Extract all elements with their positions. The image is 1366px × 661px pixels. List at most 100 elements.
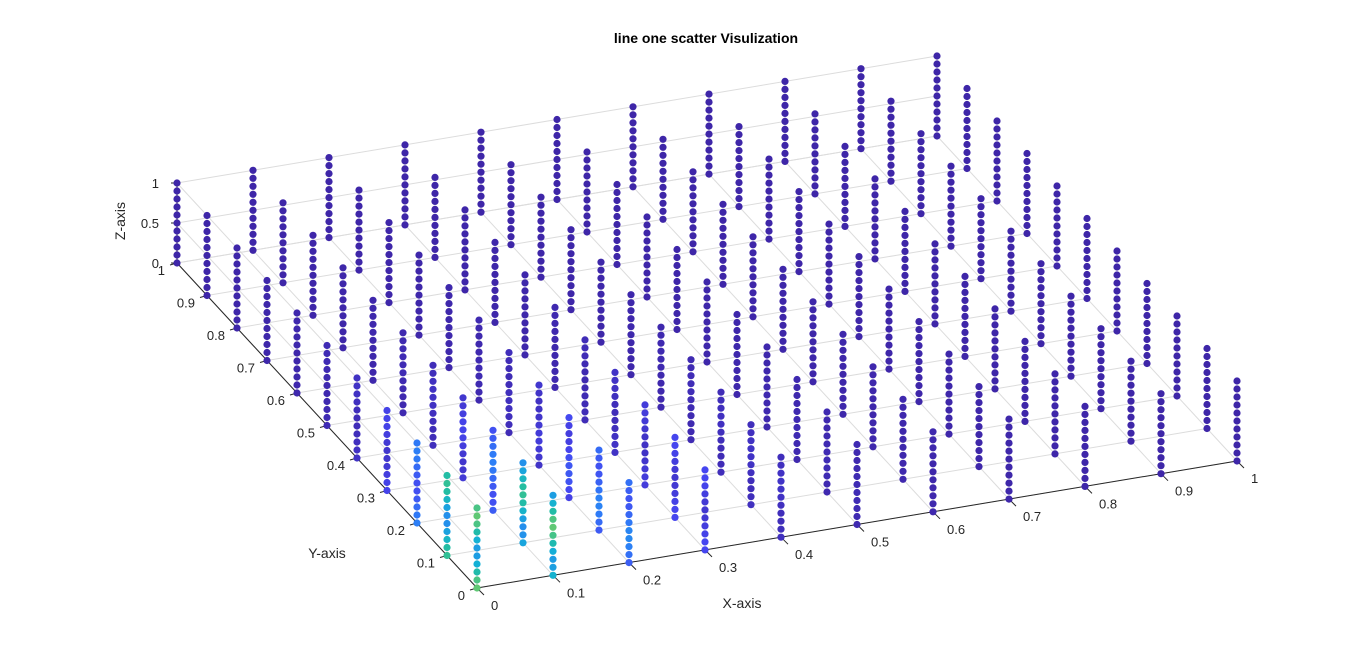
scatter-point xyxy=(553,179,561,188)
scatter-point xyxy=(537,265,545,273)
scatter-point xyxy=(701,482,709,490)
scatter-point xyxy=(1051,410,1059,418)
scatter-point xyxy=(461,222,469,230)
scatter-point xyxy=(1233,393,1241,401)
scatter-point xyxy=(841,158,849,166)
scatter-point xyxy=(1037,316,1045,324)
scatter-point xyxy=(1203,416,1211,425)
scatter-point xyxy=(505,397,513,405)
scatter-point xyxy=(385,259,393,267)
scatter-point xyxy=(643,237,651,245)
scatter-point xyxy=(491,310,499,318)
scatter-point xyxy=(901,255,909,263)
scatter-point xyxy=(325,210,333,218)
scatter-point xyxy=(705,106,713,114)
scatter-point xyxy=(961,344,969,352)
scatter-point xyxy=(583,228,591,236)
scatter-point xyxy=(671,481,679,489)
scatter-point xyxy=(595,494,603,502)
scatter-point xyxy=(689,168,697,176)
scatter-point xyxy=(249,182,257,190)
scatter-point xyxy=(991,345,999,353)
scatter-point xyxy=(917,130,925,138)
scatter-point xyxy=(461,286,469,294)
scatter-point xyxy=(537,233,545,241)
scatter-point xyxy=(777,485,785,493)
scatter-point xyxy=(885,325,893,333)
scatter-point xyxy=(627,291,635,299)
scatter-point xyxy=(535,397,543,405)
scatter-point xyxy=(855,325,863,333)
scatter-point xyxy=(947,226,955,234)
scatter-point xyxy=(901,247,909,255)
scatter-point xyxy=(869,419,877,427)
scatter-point xyxy=(687,428,695,436)
scatter-point xyxy=(899,395,907,403)
scatter-point xyxy=(445,332,453,340)
scatter-point xyxy=(1113,271,1121,279)
scatter-point xyxy=(597,282,605,290)
scatter-point xyxy=(869,427,877,435)
scatter-point xyxy=(1037,284,1045,292)
scatter-point xyxy=(249,222,257,230)
scatter-point xyxy=(871,191,879,199)
scatter-point xyxy=(765,211,773,219)
scatter-point xyxy=(249,230,257,238)
scatter-point xyxy=(581,360,589,368)
scatter-point xyxy=(719,200,727,208)
scatter-point xyxy=(431,205,439,213)
scatter-point xyxy=(535,453,543,461)
scatter-point xyxy=(491,262,499,270)
scatter-point xyxy=(763,407,771,415)
scatter-point xyxy=(369,352,377,360)
scatter-point xyxy=(899,443,907,451)
scatter-point xyxy=(825,252,833,260)
scatter-point xyxy=(977,267,985,275)
scatter-point xyxy=(1097,373,1105,381)
scatter-point xyxy=(687,396,695,404)
scatter-point xyxy=(323,405,331,414)
scatter-point xyxy=(173,227,181,235)
scatter-point xyxy=(869,371,877,379)
scatter-point xyxy=(279,263,287,271)
scatter-point xyxy=(747,429,755,437)
x-tick-label: 0.8 xyxy=(1099,496,1117,511)
scatter-point xyxy=(203,291,211,300)
scatter-point xyxy=(853,448,861,457)
scatter-point xyxy=(825,244,833,252)
scatter-point xyxy=(857,137,865,145)
scatter-point xyxy=(657,387,665,395)
scatter-point xyxy=(657,379,665,387)
scatter-point xyxy=(915,366,923,374)
scatter-point xyxy=(567,290,575,298)
scatter-point xyxy=(1081,474,1089,482)
scatter-point xyxy=(765,227,773,235)
scatter-point xyxy=(309,247,317,255)
scatter-point xyxy=(459,410,467,418)
scatter-point xyxy=(795,244,803,252)
scatter-point xyxy=(1021,377,1029,385)
scatter-point xyxy=(1053,262,1061,270)
scatter-point xyxy=(719,256,727,264)
scatter-point xyxy=(595,526,603,534)
scatter-point xyxy=(659,175,667,183)
scatter-point xyxy=(735,203,743,211)
scatter-point xyxy=(871,247,879,255)
scatter-point xyxy=(369,312,377,320)
scatter-point xyxy=(765,187,773,195)
scatter-point xyxy=(839,330,847,338)
scatter-point xyxy=(475,324,483,332)
scatter-point xyxy=(811,110,819,118)
scatter-point xyxy=(793,375,801,384)
scatter-point xyxy=(779,345,787,353)
scatter-point xyxy=(1173,352,1181,360)
z-axis-label: Z-axis xyxy=(112,202,128,240)
scatter-point xyxy=(689,216,697,224)
scatter-point xyxy=(1157,470,1165,478)
scatter-point xyxy=(521,335,529,343)
scatter-point xyxy=(763,415,771,423)
scatter-point xyxy=(975,431,983,439)
scatter-point xyxy=(885,365,893,373)
scatter-point xyxy=(705,170,713,178)
